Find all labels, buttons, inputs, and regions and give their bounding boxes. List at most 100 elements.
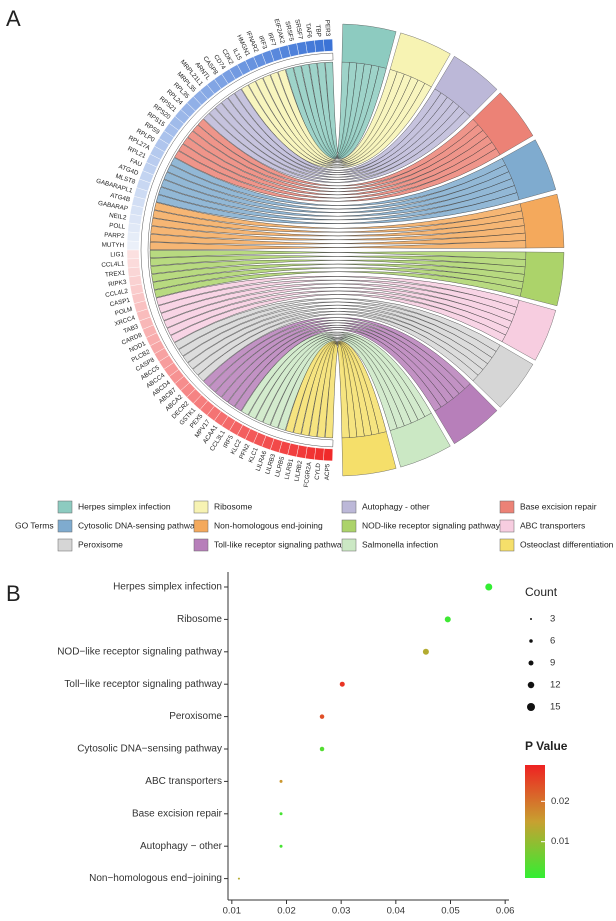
legend-label: Non-homologous end-joining: [214, 520, 323, 530]
gene-label: LIG1: [110, 251, 124, 258]
gene-label: TAF6: [304, 23, 313, 39]
color-tick-label: 0.01: [551, 836, 570, 847]
term-arc: [389, 32, 451, 88]
y-tick-label: Non−homologous end−joining: [89, 873, 222, 884]
term-arc: [519, 193, 565, 249]
legend-swatch: [341, 500, 357, 514]
dot: [279, 812, 283, 816]
y-tick-label: Cytosolic DNA−sensing pathway: [77, 744, 222, 755]
dot: [319, 746, 325, 752]
legend-label: Base excision repair: [520, 501, 597, 511]
gene-label: TREX1: [105, 270, 126, 279]
panel-label: A: [6, 6, 21, 31]
gene-label: CCL4L2: [105, 288, 130, 299]
size-legend-dot: [527, 681, 535, 689]
y-tick-label: Base excision repair: [132, 808, 223, 819]
gene-label: CASP1: [109, 297, 131, 309]
chord-ribbons: [149, 61, 527, 439]
gene-cell: [127, 266, 141, 278]
size-legend-label: 6: [550, 636, 555, 647]
legend-label: Salmonella infection: [362, 539, 438, 549]
size-legend-label: 15: [550, 702, 561, 713]
color-legend-title: P Value: [525, 739, 568, 753]
size-legend-dot: [529, 639, 533, 643]
legend-swatch: [341, 538, 357, 552]
gene-label: LILRB2: [293, 460, 304, 482]
legend-label: Ribosome: [214, 501, 253, 511]
dot: [485, 583, 493, 591]
legend-label: Herpes simplex infection: [78, 501, 171, 511]
term-arc: [472, 344, 534, 408]
term-arc: [341, 431, 397, 477]
gene-label: POLM: [114, 306, 133, 318]
size-legend-title: Count: [525, 585, 558, 599]
term-arc: [434, 56, 498, 117]
gene-label: IRF7: [266, 32, 277, 48]
gene-label: PER3: [323, 20, 331, 37]
legend-label: Cytosolic DNA-sensing pathway: [78, 520, 200, 530]
legend-swatch: [57, 500, 73, 514]
gene-label: RIPK3: [108, 279, 128, 289]
term-arc: [434, 383, 498, 444]
x-tick-label: 0.04: [387, 906, 406, 917]
gene-cell: [126, 240, 140, 251]
x-tick-label: 0.01: [223, 906, 242, 917]
x-tick-label: 0.03: [332, 906, 351, 917]
legend-label: Peroxisome: [78, 539, 123, 549]
gene-cell: [126, 231, 140, 242]
dot: [237, 877, 240, 880]
legend-swatch: [57, 538, 73, 552]
gene-label: NEIL2: [109, 212, 128, 222]
gene-label: ATG4B: [109, 192, 130, 204]
panel-label: B: [6, 581, 21, 606]
x-tick-label: 0.05: [441, 906, 460, 917]
y-tick-label: Toll−like receptor signaling pathway: [64, 679, 222, 690]
gene-cell: [127, 222, 141, 234]
size-legend-dot: [527, 703, 535, 711]
gene-cell: [323, 38, 333, 52]
gene-label: FCGR2A: [303, 461, 313, 488]
legend-swatch: [57, 519, 73, 533]
size-legend-label: 3: [550, 614, 555, 625]
gene-cell: [126, 249, 140, 260]
size-legend-label: 12: [550, 680, 561, 691]
legend-swatch: [193, 500, 209, 514]
size-legend-label: 9: [550, 658, 555, 669]
term-arc: [341, 23, 397, 69]
legend-swatch: [499, 500, 515, 514]
gene-cell: [314, 39, 325, 53]
color-bar: [525, 765, 545, 878]
term-arc: [519, 251, 565, 307]
gene-label: FAU: [129, 157, 143, 168]
dot: [279, 779, 283, 783]
gene-label: CYLD: [314, 462, 323, 480]
y-tick-label: Ribosome: [177, 614, 222, 625]
gene-label: CCL4L1: [101, 260, 125, 269]
term-arc: [501, 139, 557, 201]
size-legend-dot: [528, 660, 534, 666]
dot: [319, 714, 325, 719]
y-tick-label: Autophagy − other: [140, 841, 223, 852]
gene-cell: [126, 258, 140, 269]
dot: [444, 616, 451, 623]
legend-swatch: [341, 519, 357, 533]
legend-swatch: [499, 538, 515, 552]
gene-cell: [314, 447, 325, 461]
gene-cell: [305, 446, 316, 460]
size-legend-dot: [530, 618, 532, 620]
y-tick-label: Peroxisome: [169, 711, 222, 722]
gene-label: PARP2: [104, 232, 125, 240]
y-tick-label: Herpes simplex infection: [113, 582, 222, 593]
gene-cell: [323, 448, 333, 462]
legend-label: Osteoclast differentiation: [520, 539, 614, 549]
gene-cell: [128, 213, 143, 225]
color-tick-label: 0.02: [551, 796, 570, 807]
y-tick-label: NOD−like receptor signaling pathway: [57, 646, 222, 657]
legend-label: Toll-like receptor signaling pathway: [214, 539, 347, 549]
term-arc: [501, 299, 557, 361]
dot: [339, 681, 345, 687]
gene-label: ACP5: [324, 463, 332, 480]
legend-swatch: [193, 538, 209, 552]
gene-label: SRSF7: [293, 19, 304, 41]
